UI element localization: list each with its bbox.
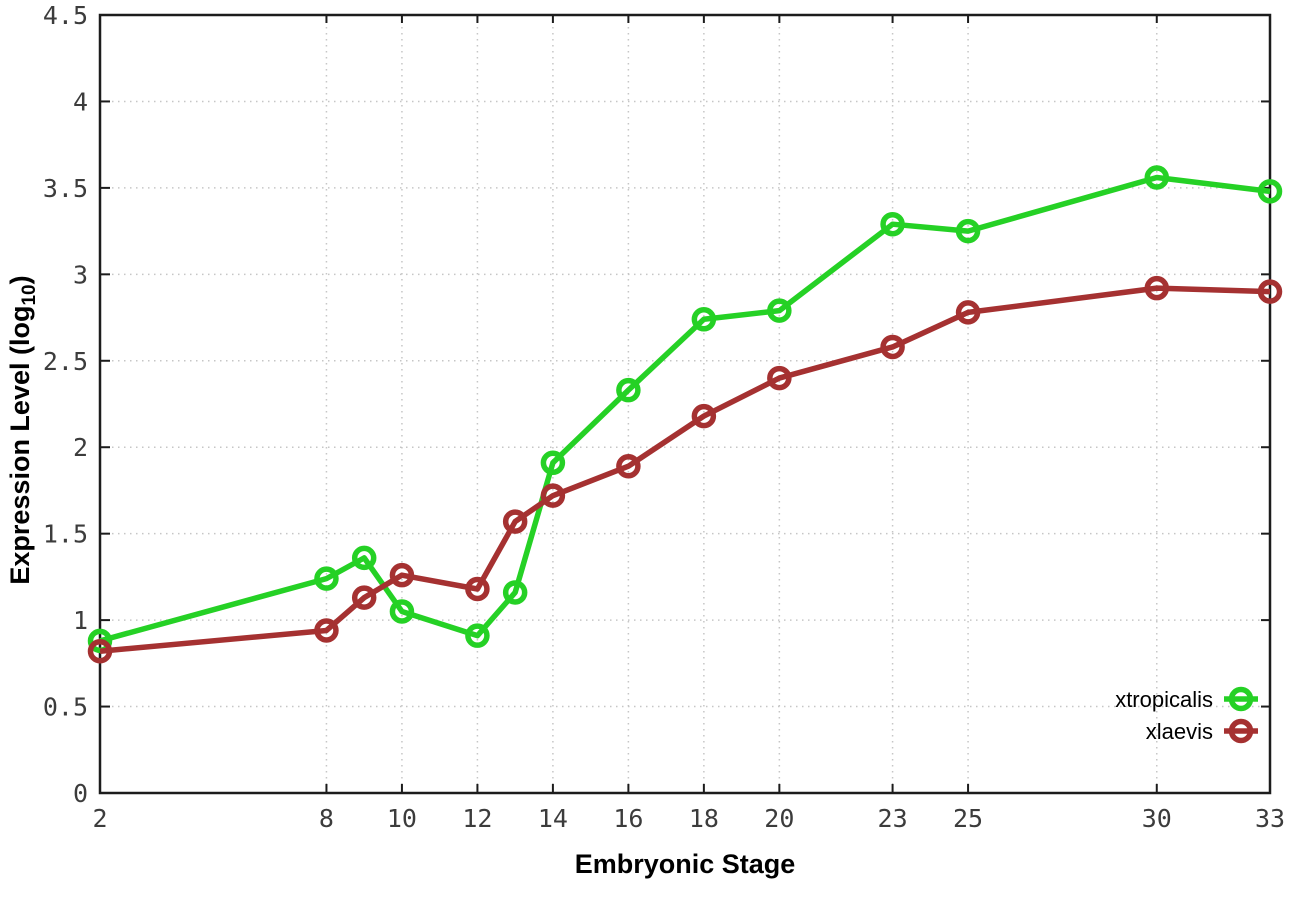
data-point-xtropicalis bbox=[1257, 179, 1283, 204]
y-tick-label: 3 bbox=[73, 260, 88, 289]
data-point-xlaevis bbox=[389, 562, 415, 588]
data-point-xtropicalis bbox=[616, 377, 641, 403]
x-tick-label: 16 bbox=[613, 804, 643, 833]
data-point-xlaevis bbox=[767, 365, 792, 391]
legend-marker-xlaevis bbox=[1228, 718, 1254, 744]
y-tick-label: 1.5 bbox=[43, 520, 88, 549]
data-point-xtropicalis bbox=[880, 211, 905, 237]
x-tick-label: 23 bbox=[878, 804, 908, 833]
legend-marker-xtropicalis bbox=[1228, 686, 1254, 712]
x-axis-title: Embryonic Stage bbox=[574, 849, 796, 879]
x-tick-label: 18 bbox=[689, 804, 719, 833]
y-tick-label: 4.5 bbox=[43, 1, 88, 30]
data-point-xlaevis bbox=[1257, 279, 1283, 304]
gridlines bbox=[100, 15, 1270, 793]
series-line-xlaevis bbox=[99, 285, 1271, 654]
data-point-xlaevis bbox=[502, 509, 528, 534]
y-axis-title-close: ) bbox=[5, 275, 35, 285]
series-xtropicalis bbox=[87, 165, 1283, 654]
series-line-xtropicalis bbox=[99, 174, 1271, 644]
data-point-xtropicalis bbox=[465, 623, 490, 648]
x-tick-label: 10 bbox=[387, 804, 417, 833]
data-point-xlaevis bbox=[351, 585, 377, 610]
data-point-xtropicalis bbox=[767, 298, 792, 323]
data-point-xtropicalis bbox=[389, 599, 415, 624]
data-point-xtropicalis bbox=[502, 580, 528, 605]
y-tick-label: 0.5 bbox=[43, 693, 88, 722]
y-tick-label: 3.5 bbox=[43, 174, 88, 203]
y-axis-title: Expression Level (log10) bbox=[4, 180, 40, 680]
y-tick-label: 2 bbox=[73, 433, 88, 462]
plot-border bbox=[98, 13, 1272, 795]
data-point-xtropicalis bbox=[314, 566, 339, 591]
x-tick-label: 25 bbox=[953, 804, 983, 833]
x-tick-label: 20 bbox=[764, 804, 794, 833]
legend: xtropicalis xlaevis bbox=[1115, 686, 1258, 744]
data-point-xtropicalis bbox=[1144, 165, 1170, 190]
x-tick-label: 30 bbox=[1142, 804, 1172, 833]
x-tick-label: 2 bbox=[92, 804, 107, 833]
data-point-xtropicalis bbox=[540, 450, 566, 476]
legend-label-xtropicalis: xtropicalis bbox=[1115, 687, 1213, 712]
y-axis-title-subscript: 10 bbox=[19, 284, 40, 306]
data-point-xlaevis bbox=[880, 334, 905, 360]
x-tick-label: 33 bbox=[1255, 804, 1285, 833]
data-point-xtropicalis bbox=[351, 545, 377, 571]
y-tick-label: 4 bbox=[73, 87, 88, 116]
data-point-xtropicalis bbox=[955, 218, 981, 244]
x-tick-label: 12 bbox=[462, 804, 492, 833]
data-point-xlaevis bbox=[465, 576, 490, 602]
data-point-xlaevis bbox=[616, 453, 641, 479]
x-tick-label: 8 bbox=[319, 804, 334, 833]
series-xlaevis bbox=[87, 275, 1283, 664]
data-point-xlaevis bbox=[955, 300, 981, 325]
x-tick-label: 14 bbox=[538, 804, 568, 833]
tick-marks bbox=[99, 14, 1271, 794]
data-point-xlaevis bbox=[540, 483, 566, 508]
data-point-xlaevis bbox=[691, 403, 717, 429]
data-point-xlaevis bbox=[87, 638, 113, 664]
data-point-xtropicalis bbox=[691, 307, 717, 332]
legend-label-xlaevis: xlaevis bbox=[1146, 719, 1213, 744]
y-tick-label: 1 bbox=[73, 606, 88, 635]
y-tick-label: 0 bbox=[73, 779, 88, 808]
data-point-xlaevis bbox=[1144, 275, 1170, 301]
tick-labels: 0 0.5 1 1.5 2 2.5 3 3.5 4 4.5 2 8 10 12 14 16 18 20 23 25 30… bbox=[43, 1, 1285, 833]
y-tick-label: 2.5 bbox=[43, 347, 88, 376]
y-axis-title-text: Expression Level (log bbox=[5, 305, 35, 585]
data-point-xlaevis bbox=[314, 618, 339, 643]
